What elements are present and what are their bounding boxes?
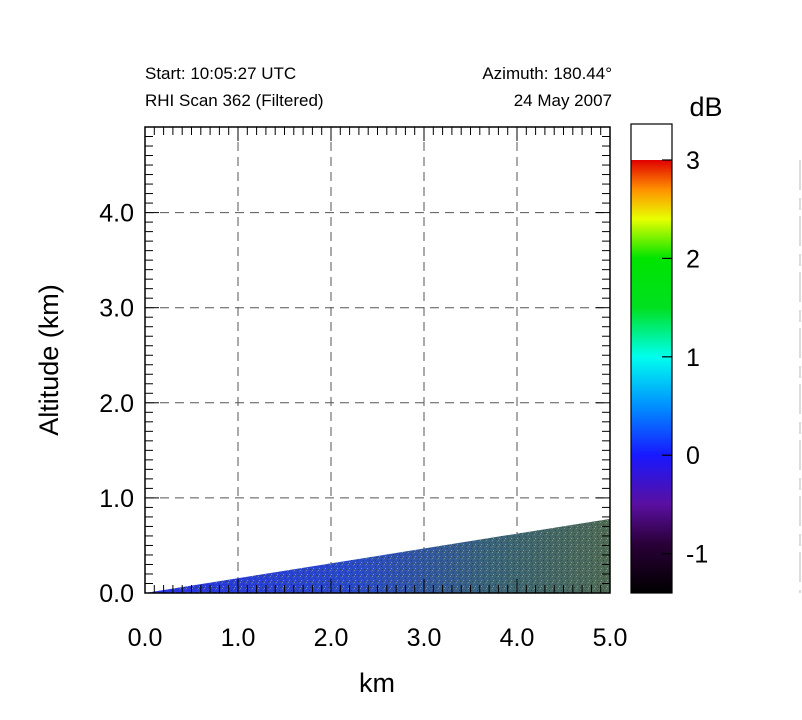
y-tick-label: 0.0 [99, 580, 134, 608]
colorbar-tick-label: 1 [686, 344, 700, 372]
colorbar-gradient [631, 160, 672, 593]
colorbar-tick-label: -1 [686, 541, 708, 569]
minor-ticks [144, 126, 611, 594]
colorbar-label: dB [689, 92, 722, 122]
colorbar: -1 0 1 2 3 dB [630, 92, 723, 594]
scan-name: RHI Scan 362 (Filtered) [145, 91, 324, 110]
y-tick-label: 1.0 [99, 485, 134, 513]
colorbar-ticks: -1 0 1 2 3 [662, 147, 708, 569]
x-tick-label: 4.0 [500, 624, 535, 652]
x-tick-label: 3.0 [407, 624, 442, 652]
x-tick-label: 0.0 [128, 624, 163, 652]
x-tick-label: 5.0 [593, 624, 628, 652]
scan-date: 24 May 2007 [514, 91, 612, 110]
plot-background [145, 127, 610, 593]
grid-lines [145, 127, 610, 593]
y-tick-label: 2.0 [99, 390, 134, 418]
x-tick-labels: 0.0 1.0 2.0 3.0 4.0 5.0 [128, 624, 628, 652]
scan-start-time: Start: 10:05:27 UTC [145, 64, 296, 83]
colorbar-tick-label: 3 [686, 147, 700, 175]
x-axis-label: km [359, 668, 395, 698]
x-tick-label: 2.0 [314, 624, 349, 652]
y-tick-label: 3.0 [99, 295, 134, 323]
colorbar-over-segment [631, 124, 672, 160]
colorbar-tick-label: 0 [686, 442, 700, 470]
colorbar-frame [630, 123, 673, 594]
y-tick-label: 4.0 [99, 200, 134, 228]
scan-wedge-texture [145, 518, 610, 593]
y-axis-label: Altitude (km) [34, 284, 64, 436]
plot-area [144, 126, 611, 594]
x-tick-label: 1.0 [221, 624, 256, 652]
y-tick-labels: 0.0 1.0 2.0 3.0 4.0 [99, 200, 134, 608]
scan-azimuth: Azimuth: 180.44° [482, 64, 612, 83]
colorbar-tick-label: 2 [686, 245, 700, 273]
plot-frame [144, 126, 611, 594]
